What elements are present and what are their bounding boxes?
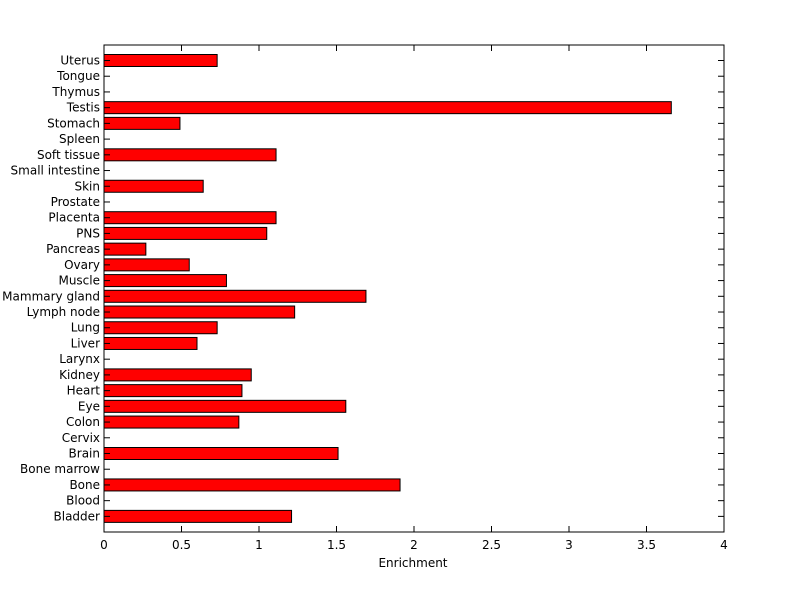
- y-tick-label-colon: Colon: [66, 415, 100, 429]
- y-tick-label-thymus: Thymus: [51, 85, 100, 99]
- bar-ovary: [103, 258, 190, 272]
- bar-mammary-gland: [103, 289, 367, 303]
- y-tick-label-mammary-gland: Mammary gland: [2, 289, 100, 303]
- x-tick-label-7: 3.5: [637, 538, 656, 552]
- x-tick-label-5: 2.5: [482, 538, 501, 552]
- bar-uterus: [103, 54, 218, 67]
- y-tick-label-pancreas: Pancreas: [46, 242, 100, 256]
- x-tick-label-1: 0.5: [172, 538, 191, 552]
- bar-placenta: [103, 211, 277, 225]
- x-tick-label-2: 1: [255, 538, 263, 552]
- y-tick-label-stomach: Stomach: [47, 116, 100, 130]
- x-axis-label: Enrichment: [378, 556, 447, 570]
- y-tick-label-bone-marrow: Bone marrow: [20, 462, 100, 476]
- bar-colon: [103, 415, 240, 429]
- y-tick-label-testis: Testis: [66, 101, 100, 115]
- bar-muscle: [103, 274, 227, 288]
- y-tick-label-prostate: Prostate: [51, 195, 100, 209]
- bar-stomach: [103, 116, 181, 130]
- bar-heart: [103, 384, 243, 398]
- y-tick-label-bladder: Bladder: [54, 509, 101, 523]
- y-tick-label-ovary: Ovary: [64, 258, 100, 272]
- bar-brain: [103, 447, 339, 460]
- y-tick-label-soft-tissue: Soft tissue: [37, 148, 100, 162]
- y-tick-label-larynx: Larynx: [59, 352, 100, 366]
- y-tick-label-eye: Eye: [78, 399, 100, 413]
- bar-soft-tissue: [103, 148, 277, 162]
- y-tick-label-bone: Bone: [69, 478, 100, 492]
- y-tick-label-cervix: Cervix: [62, 431, 100, 445]
- x-tick-label-0: 0: [100, 538, 108, 552]
- y-tick-label-placenta: Placenta: [48, 211, 100, 225]
- bar-lung: [103, 321, 218, 335]
- bar-pns: [103, 226, 268, 240]
- bar-testis: [103, 101, 672, 115]
- bar-kidney: [103, 368, 252, 382]
- y-tick-label-kidney: Kidney: [59, 368, 100, 382]
- bar-eye: [103, 399, 347, 413]
- y-tick-label-heart: Heart: [67, 384, 101, 398]
- bar-liver: [103, 336, 198, 350]
- bar-pancreas: [103, 242, 147, 256]
- y-tick-label-lymph-node: Lymph node: [27, 305, 100, 319]
- plot-frame: [103, 44, 725, 533]
- bar-lymph-node: [103, 305, 296, 319]
- x-tick-label-3: 1.5: [327, 538, 346, 552]
- y-tick-label-skin: Skin: [74, 179, 100, 193]
- bar-bladder: [103, 509, 293, 523]
- x-axis-ticks: 0 0.5 1 1.5 2 2.5 3 3.5 4: [100, 45, 728, 552]
- y-tick-label-blood: Blood: [66, 494, 100, 508]
- y-tick-label-tongue: Tongue: [56, 69, 100, 83]
- y-tick-label-brain: Brain: [69, 447, 100, 461]
- y-tick-label-pns: PNS: [76, 226, 100, 240]
- y-tick-label-uterus: Uterus: [60, 54, 100, 68]
- bar-skin: [103, 179, 204, 193]
- bar-bone: [103, 478, 401, 492]
- y-tick-label-muscle: Muscle: [58, 274, 100, 288]
- y-tick-label-liver: Liver: [71, 336, 101, 350]
- x-tick-label-8: 4: [720, 538, 728, 552]
- x-tick-label-6: 3: [565, 538, 573, 552]
- y-tick-label-lung: Lung: [71, 321, 100, 335]
- x-tick-label-4: 2: [410, 538, 418, 552]
- y-tick-label-small-intestine: Small intestine: [11, 164, 100, 178]
- y-tick-label-spleen: Spleen: [59, 132, 100, 146]
